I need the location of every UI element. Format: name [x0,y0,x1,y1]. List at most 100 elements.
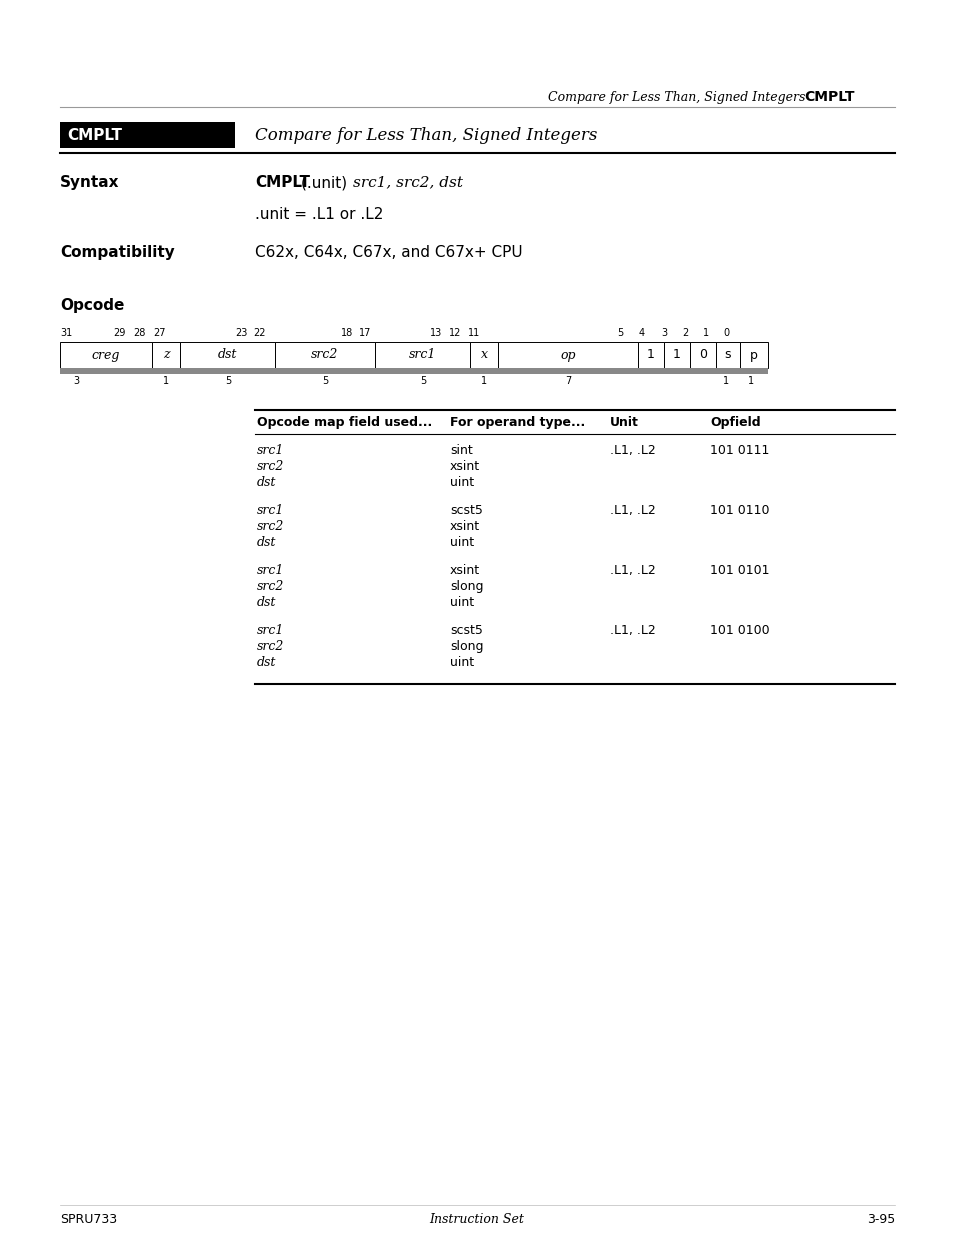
Text: Compare for Less Than, Signed Integers: Compare for Less Than, Signed Integers [254,126,597,143]
Text: 5: 5 [321,375,328,387]
Text: uint: uint [450,475,474,489]
Text: 101 0111: 101 0111 [709,445,768,457]
Text: z: z [163,348,169,362]
Text: 1: 1 [480,375,487,387]
Text: dst: dst [256,656,276,669]
Text: dst: dst [217,348,237,362]
Text: Compare for Less Than, Signed Integers: Compare for Less Than, Signed Integers [547,90,804,104]
Text: 1: 1 [673,348,680,362]
Text: CMPLT: CMPLT [67,127,122,142]
Text: SPRU733: SPRU733 [60,1213,117,1226]
Text: 1: 1 [646,348,655,362]
Text: xsint: xsint [450,459,479,473]
Text: op: op [559,348,576,362]
Text: 0: 0 [722,329,728,338]
Text: 29: 29 [112,329,125,338]
Text: 1: 1 [163,375,169,387]
Bar [60,122,234,148]
Text: 27: 27 [152,329,165,338]
Text: dst: dst [256,597,276,609]
Bar [638,342,663,368]
Bar [152,342,180,368]
Text: 5: 5 [617,329,622,338]
Text: CMPLT: CMPLT [803,90,854,104]
Bar [180,342,274,368]
Text: .unit = .L1 or .L2: .unit = .L1 or .L2 [254,207,383,222]
Bar [663,342,689,368]
Bar [375,342,470,368]
Text: src1, src2, dst: src1, src2, dst [353,175,462,189]
Text: 7: 7 [564,375,571,387]
Text: dst: dst [256,536,276,550]
Text: 3-95: 3-95 [866,1213,894,1226]
Text: 11: 11 [468,329,479,338]
Text: 3: 3 [660,329,666,338]
Text: 31: 31 [60,329,72,338]
Text: C62x, C64x, C67x, and C67x+ CPU: C62x, C64x, C67x, and C67x+ CPU [254,245,522,261]
Text: xsint: xsint [450,520,479,534]
Text: 1: 1 [747,375,753,387]
Text: Compatibility: Compatibility [60,245,174,261]
Text: Opcode: Opcode [60,298,124,312]
Text: src1: src1 [256,564,284,577]
Bar [497,342,638,368]
Bar [689,342,716,368]
Text: .L1, .L2: .L1, .L2 [609,504,655,517]
Text: src1: src1 [256,624,284,637]
Text: 1: 1 [702,329,708,338]
Text: (.unit): (.unit) [301,175,352,190]
Text: src2: src2 [256,520,284,534]
Bar [740,342,767,368]
Bar [470,342,497,368]
Text: src1: src1 [256,504,284,517]
Text: src2: src2 [256,580,284,593]
Text: xsint: xsint [450,564,479,577]
Text: 28: 28 [132,329,145,338]
Text: Opcode map field used...: Opcode map field used... [256,416,432,429]
Text: sint: sint [450,445,473,457]
Text: scst5: scst5 [450,624,482,637]
Text: 101 0100: 101 0100 [709,624,769,637]
Text: 2: 2 [681,329,687,338]
Text: 23: 23 [234,329,247,338]
Text: 18: 18 [340,329,353,338]
Text: uint: uint [450,536,474,550]
Text: creg: creg [91,348,120,362]
Text: CMPLT: CMPLT [254,175,310,190]
Text: 5: 5 [419,375,426,387]
Text: Unit: Unit [609,416,639,429]
Text: 0: 0 [699,348,706,362]
Text: .L1, .L2: .L1, .L2 [609,624,655,637]
Text: 5: 5 [225,375,231,387]
Text: slong: slong [450,580,483,593]
Text: scst5: scst5 [450,504,482,517]
Text: 1: 1 [722,375,728,387]
Text: Opfield: Opfield [709,416,760,429]
Text: dst: dst [256,475,276,489]
Text: slong: slong [450,640,483,653]
Text: 17: 17 [358,329,371,338]
Text: uint: uint [450,597,474,609]
Text: src2: src2 [311,348,338,362]
Text: x: x [480,348,487,362]
Text: 13: 13 [430,329,442,338]
Text: p: p [749,348,757,362]
Text: .L1, .L2: .L1, .L2 [609,445,655,457]
Text: For operand type...: For operand type... [450,416,584,429]
Text: 4: 4 [639,329,644,338]
Text: s: s [724,348,731,362]
Text: src1: src1 [409,348,436,362]
Text: .L1, .L2: .L1, .L2 [609,564,655,577]
Text: 101 0101: 101 0101 [709,564,769,577]
Text: Instruction Set: Instruction Set [429,1213,524,1226]
Bar [60,368,767,374]
Bar [716,342,740,368]
Bar [60,342,152,368]
Text: 22: 22 [253,329,265,338]
Text: 3: 3 [72,375,79,387]
Text: 101 0110: 101 0110 [709,504,769,517]
Bar [274,342,375,368]
Text: src2: src2 [256,640,284,653]
Text: src1: src1 [256,445,284,457]
Text: src2: src2 [256,459,284,473]
